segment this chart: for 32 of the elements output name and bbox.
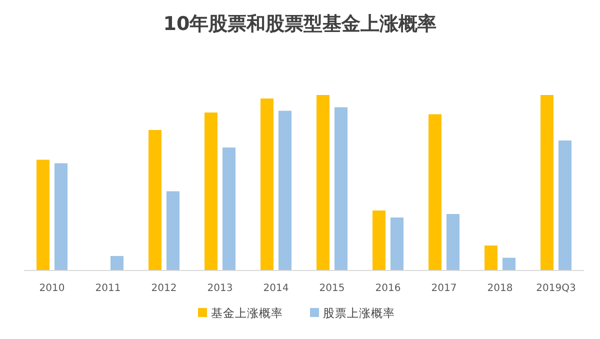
bar (502, 258, 516, 270)
x-tick-label: 2015 (319, 283, 345, 294)
legend-label: 基金上涨概率 (211, 306, 283, 320)
bar (484, 246, 498, 270)
bar (390, 218, 404, 270)
bar (36, 160, 50, 270)
bar (278, 110, 292, 270)
bar (54, 163, 68, 270)
x-tick-label: 2017 (431, 283, 457, 294)
bar (540, 95, 554, 270)
bar (372, 210, 386, 270)
bar (110, 256, 124, 270)
bar (334, 107, 348, 270)
x-tick-label: 2012 (151, 283, 177, 294)
legend-label: 股票上涨概率 (323, 306, 395, 320)
x-tick-label: 2016 (375, 283, 401, 294)
bar (148, 130, 162, 270)
bar (316, 95, 330, 270)
bar (446, 214, 460, 270)
x-tick-label: 2018 (487, 283, 513, 294)
x-tick-label: 2014 (263, 283, 289, 294)
x-tick-label: 2019Q3 (536, 283, 576, 294)
bar (222, 148, 236, 270)
bar (260, 98, 274, 270)
bar (204, 112, 218, 270)
chart-title: 10年股票和股票型基金上涨概率 (163, 13, 437, 35)
x-tick-label: 2013 (207, 283, 233, 294)
bar (166, 191, 180, 270)
bar (558, 140, 572, 270)
x-tick-label: 2011 (95, 283, 121, 294)
x-tick-label: 2010 (39, 283, 65, 294)
bar (428, 114, 442, 270)
